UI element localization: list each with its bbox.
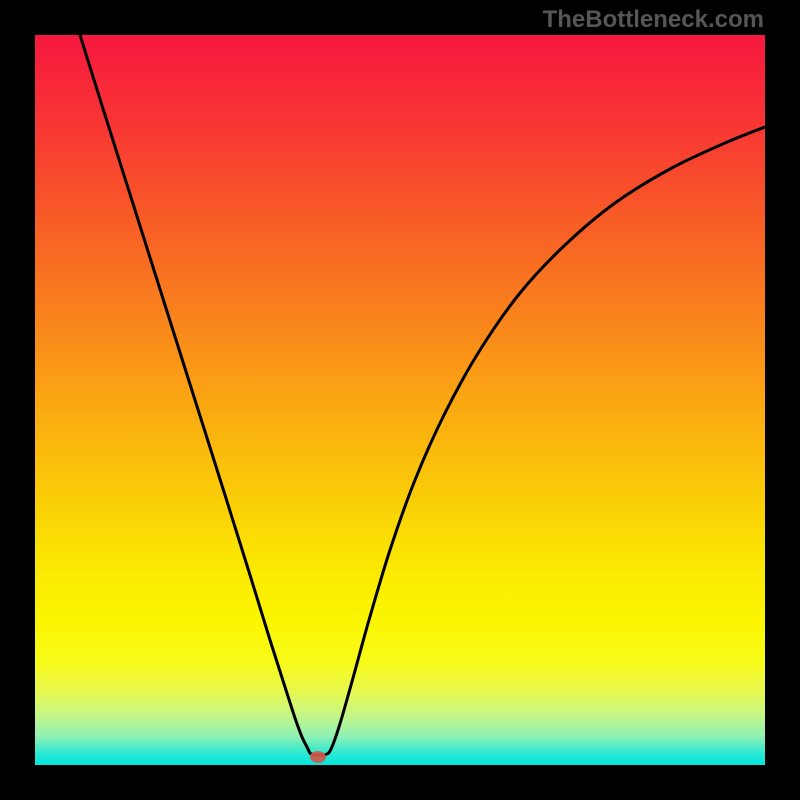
watermark-text: TheBottleneck.com <box>543 6 764 34</box>
plot-area <box>35 35 765 765</box>
chart-frame: TheBottleneck.com <box>0 0 800 800</box>
minimum-marker <box>310 751 326 763</box>
chart-background <box>35 35 765 765</box>
chart-svg <box>35 35 765 765</box>
